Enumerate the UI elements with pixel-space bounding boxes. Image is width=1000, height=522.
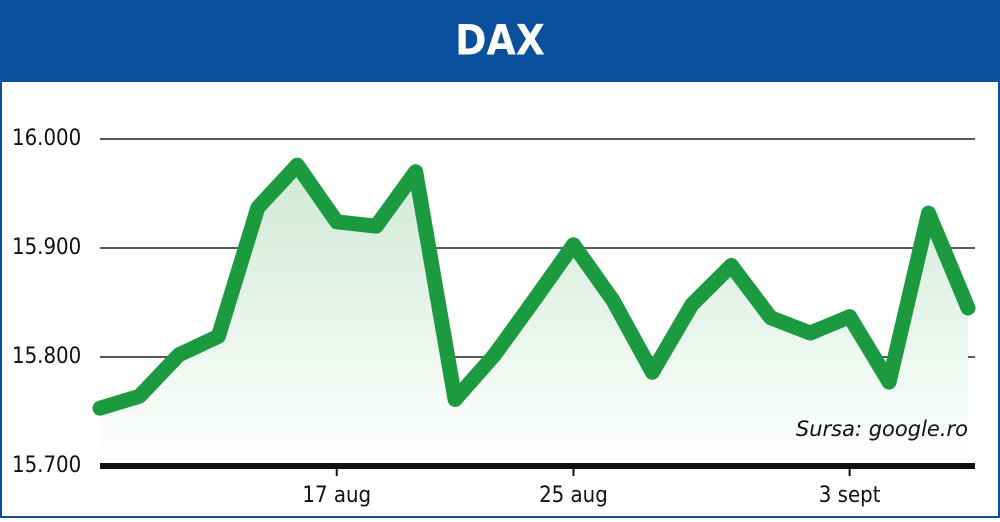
y-tick-label: 15.700 (12, 453, 81, 478)
y-tick-label: 15.800 (12, 344, 81, 369)
x-tick-label: 17 aug (302, 483, 371, 508)
x-tick-label: 25 aug (539, 483, 608, 508)
y-tick-label: 15.900 (12, 235, 81, 260)
x-tick-label: 3 sept (819, 483, 881, 508)
y-tick-label: 16.000 (12, 126, 81, 151)
area (100, 165, 968, 466)
chart-title: DAX (455, 16, 545, 65)
title-bar (0, 0, 1000, 82)
line (92, 157, 976, 416)
annotation: Sursa: google.ro (796, 417, 968, 441)
